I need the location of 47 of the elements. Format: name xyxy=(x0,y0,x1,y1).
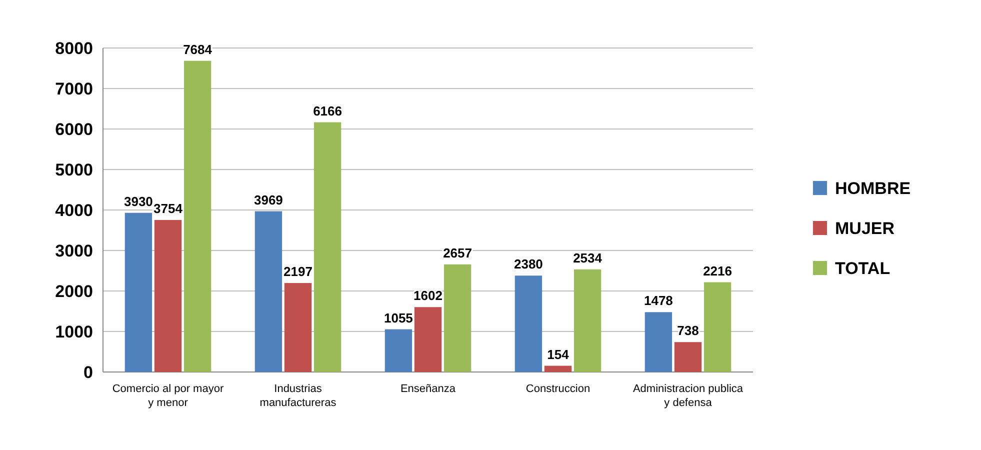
legend-label: TOTAL xyxy=(835,258,890,278)
bar xyxy=(514,276,542,372)
data-label: 2534 xyxy=(573,250,603,266)
data-label: 3930 xyxy=(124,194,153,209)
bar xyxy=(314,122,342,372)
y-tick-label: 1000 xyxy=(55,322,93,342)
x-tick-label: Industrias manufactureras xyxy=(260,383,337,409)
data-label: 1478 xyxy=(644,293,673,308)
data-label: 1055 xyxy=(384,310,413,326)
y-tick-label: 4000 xyxy=(55,200,93,220)
bar xyxy=(544,366,572,372)
data-label: 2216 xyxy=(703,263,732,278)
bar xyxy=(254,211,282,372)
data-label: 3969 xyxy=(254,192,283,208)
y-tick-label: 8000 xyxy=(55,38,93,58)
data-label: 2657 xyxy=(443,245,472,260)
y-tick-label: 2000 xyxy=(55,282,93,301)
data-label: 3754 xyxy=(154,200,184,216)
data-label: 2197 xyxy=(284,264,312,280)
y-tick-label: 3000 xyxy=(55,241,93,260)
bar xyxy=(674,342,702,372)
y-tick-label: 6000 xyxy=(55,120,93,139)
bar xyxy=(384,329,412,372)
bar xyxy=(124,212,152,372)
x-tick-label: Comercio al por mayor y menor xyxy=(112,383,224,409)
bar xyxy=(154,220,182,372)
legend-label: HOMBRE xyxy=(835,178,911,198)
bar xyxy=(704,282,732,372)
bar xyxy=(444,264,472,372)
x-tick-label: Administracion publica y defensa xyxy=(632,383,744,409)
bar xyxy=(284,283,312,372)
bar xyxy=(644,312,672,372)
data-label: 2380 xyxy=(514,256,543,272)
bar xyxy=(414,307,442,372)
data-label: 738 xyxy=(677,323,699,338)
legend-label: MUJER xyxy=(835,218,895,238)
x-tick-label: Enseñanza xyxy=(400,383,456,395)
data-label: 154 xyxy=(547,346,570,362)
data-label: 6166 xyxy=(313,103,342,118)
bar xyxy=(574,269,602,372)
y-tick-label: 7000 xyxy=(55,79,93,98)
bar xyxy=(184,60,212,372)
y-tick-label: 5000 xyxy=(55,160,93,180)
x-tick-label: Construccion xyxy=(526,383,590,395)
y-tick-label: 0 xyxy=(84,362,93,382)
data-label: 7684 xyxy=(183,42,213,57)
data-label: 1602 xyxy=(414,288,442,304)
